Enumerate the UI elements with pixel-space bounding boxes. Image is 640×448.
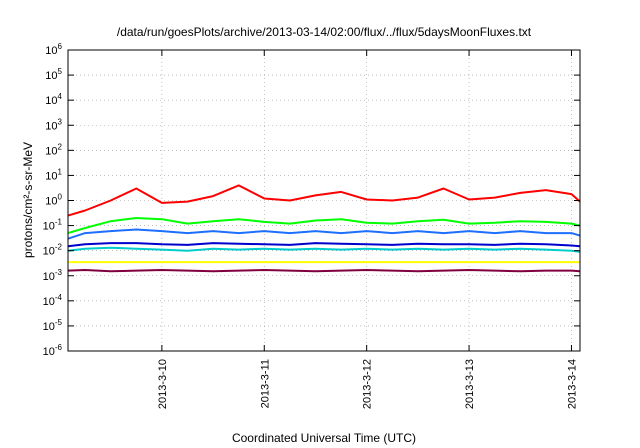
y-tick-label: 100	[45, 193, 62, 208]
y-tick-label: 104	[45, 92, 62, 107]
x-tick-label: 2013-3-10	[157, 359, 169, 409]
chart-title: /data/run/goesPlots/archive/2013-03-14/0…	[117, 25, 532, 39]
x-axis-label: Coordinated Universal Time (UTC)	[232, 431, 416, 445]
y-tick-label: 10-3	[43, 268, 63, 283]
y-tick-label: 101	[45, 167, 62, 182]
y-tick-label: 10-2	[43, 243, 63, 258]
series-line-2	[67, 217, 581, 235]
y-axis-label: protons/cm²-s-sr-MeV	[21, 142, 35, 258]
y-tick-label: 10-1	[43, 218, 63, 233]
x-axis: 2013-3-10 2013-3-11 2013-3-12 2013-3-13 2013…	[157, 50, 578, 409]
series-line-5	[67, 242, 581, 248]
x-tick-label: 2013-3-14	[566, 359, 578, 409]
series-line-7	[67, 269, 581, 273]
x-tick-label: 2013-3-12	[362, 359, 374, 409]
y-tick-label: 105	[45, 67, 62, 82]
series-line-4	[67, 246, 581, 253]
series-line-1	[67, 184, 581, 217]
y-tick-label: 106	[45, 42, 62, 57]
y-tick-label: 102	[45, 142, 62, 157]
series-line-3	[67, 228, 581, 240]
y-tick-label: 103	[45, 117, 62, 132]
grid	[68, 50, 580, 351]
y-axis: 10-6 10-5 10-4 10-3 10-2 10-1 100 101 102 103 104 1…	[43, 42, 580, 358]
y-tick-label: 10-4	[43, 293, 63, 308]
x-tick-label: 2013-3-11	[259, 359, 271, 408]
x-tick-label: 2013-3-13	[464, 359, 476, 409]
y-tick-label: 10-5	[43, 318, 63, 333]
series-group	[67, 184, 581, 273]
y-tick-label: 10-6	[43, 343, 63, 358]
